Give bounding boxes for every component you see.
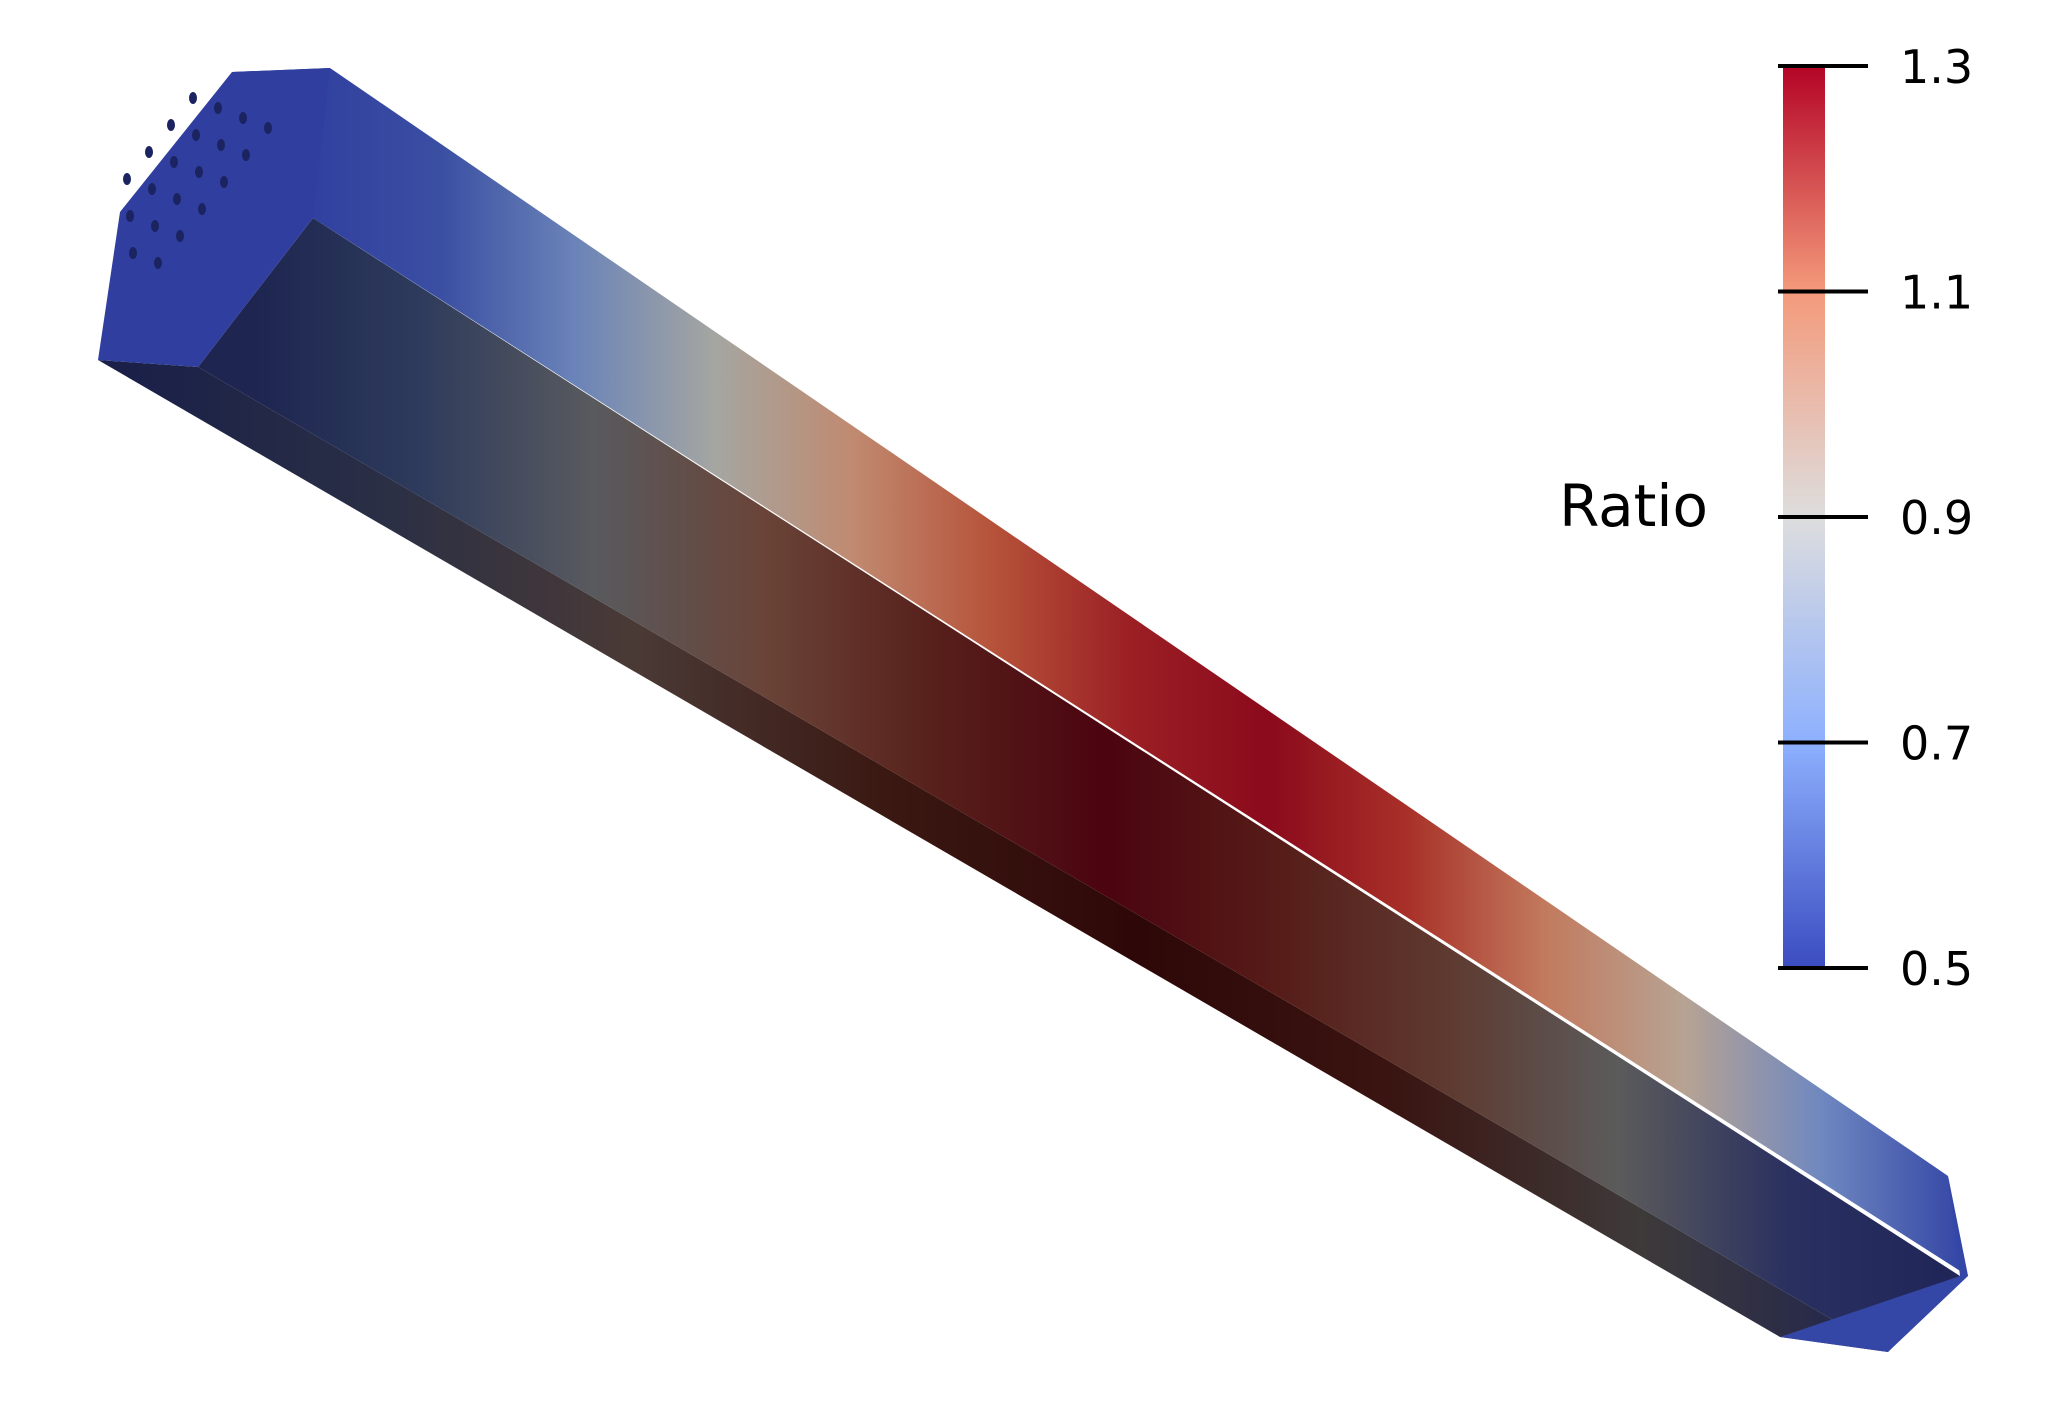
end-cap-hole <box>151 220 159 232</box>
end-cap-hole <box>195 166 203 178</box>
end-cap-hole <box>126 210 134 222</box>
end-cap-hole <box>145 146 153 158</box>
rod-end-cap <box>98 68 330 367</box>
end-cap-hole <box>167 119 175 131</box>
end-cap-hole <box>239 112 247 124</box>
rod-bottom-face <box>98 360 1888 1352</box>
colorbar-ticks: 1.3 1.1 0.9 0.7 0.5 <box>1778 40 1973 996</box>
end-cap-hole <box>189 92 197 104</box>
end-cap-hole <box>198 203 206 215</box>
end-cap-hole <box>173 193 181 205</box>
rod <box>98 68 1968 1352</box>
colorbar-tick-label: 0.9 <box>1900 491 1973 545</box>
end-cap-hole <box>264 122 272 134</box>
colorbar-tick-label: 1.3 <box>1900 40 1973 94</box>
end-cap-hole <box>242 149 250 161</box>
end-cap-hole <box>217 139 225 151</box>
end-cap-hole <box>170 156 178 168</box>
end-cap-hole <box>176 230 184 242</box>
color-legend: Ratio 1.3 1.1 0.9 0.7 0.5 <box>1559 40 1973 996</box>
end-cap-holes <box>123 92 272 269</box>
end-cap-hole <box>154 257 162 269</box>
end-cap-hole <box>192 129 200 141</box>
rod-top-face <box>232 68 1968 1276</box>
legend-title: Ratio <box>1559 472 1708 540</box>
end-cap-hole <box>123 173 131 185</box>
colorbar-tick-label: 0.7 <box>1900 717 1973 771</box>
end-cap-hole <box>214 102 222 114</box>
rod-far-end <box>1780 1176 1968 1352</box>
rod-side-face <box>198 218 1960 1352</box>
end-cap-hole <box>220 176 228 188</box>
end-cap-hole <box>148 183 156 195</box>
colorbar-tick-label: 1.1 <box>1900 266 1973 320</box>
colorbar-tick-label: 0.5 <box>1900 942 1973 996</box>
end-cap-hole <box>129 247 137 259</box>
